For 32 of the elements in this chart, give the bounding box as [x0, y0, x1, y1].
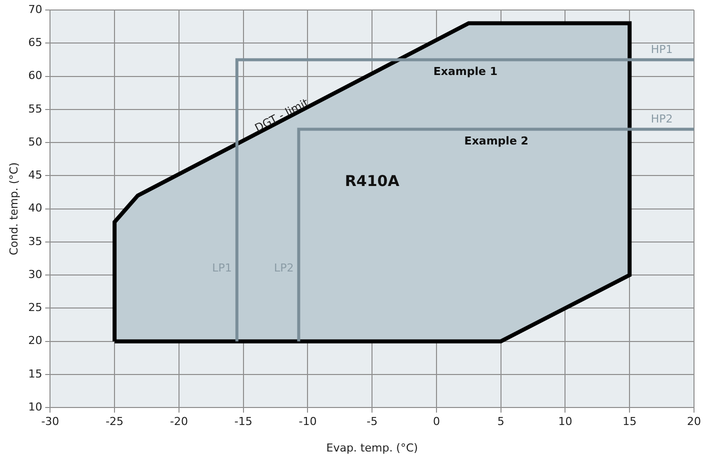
y-tick-label: 45: [28, 168, 42, 182]
x-tick-label: -30: [41, 415, 60, 428]
y-tick-label: 40: [28, 202, 42, 215]
x-tick-label: 10: [558, 415, 572, 428]
x-tick-label: -20: [170, 415, 188, 428]
y-tick-label: 65: [28, 36, 42, 49]
x-tick-label: -5: [366, 415, 378, 428]
series-label: Example 2: [464, 134, 528, 148]
y-tick-label: 55: [28, 102, 42, 116]
x-tick-label: 15: [622, 415, 637, 428]
y-tick-label: 10: [28, 400, 42, 414]
x-tick-label: 0: [432, 415, 440, 428]
y-tick-label: 70: [28, 2, 42, 16]
y-tick-label: 15: [28, 367, 42, 380]
x-tick-label: 20: [687, 415, 701, 428]
x-tick-label: -25: [106, 415, 124, 428]
annotation: DGT - limit: [252, 96, 312, 135]
x-axis-title: Evap. temp. (°C): [326, 441, 418, 454]
y-tick-label: 60: [28, 69, 42, 82]
x-tick-label: -15: [234, 415, 252, 428]
y-tick-label: 25: [28, 301, 42, 314]
x-tick-label: -10: [298, 415, 317, 428]
series-label: R410A: [344, 172, 400, 190]
y-axis-title: Cond. temp. (°C): [7, 162, 20, 256]
annotation: HP2: [650, 112, 673, 126]
y-tick-label: 30: [28, 268, 42, 281]
y-tick-label: 35: [28, 234, 42, 248]
series-label: Example 1: [433, 65, 498, 78]
annotation: HP1: [650, 43, 673, 56]
y-tick-label: 20: [28, 334, 42, 348]
x-tick-label: 5: [497, 415, 504, 428]
y-tick-label: 50: [28, 135, 42, 148]
